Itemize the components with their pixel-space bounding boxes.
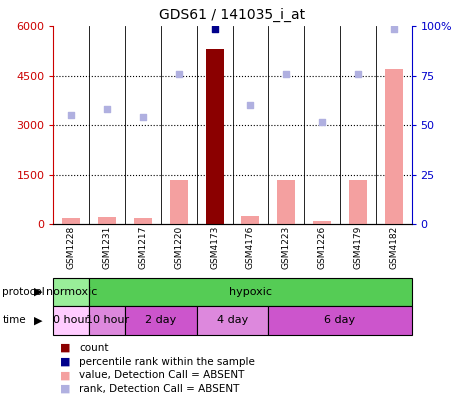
Text: ■: ■	[60, 343, 71, 353]
Bar	[62, 217, 80, 224]
Point	[318, 119, 325, 125]
Bar	[277, 179, 295, 224]
Bar	[89, 306, 125, 335]
Point	[390, 26, 397, 32]
Text: protocol: protocol	[2, 287, 45, 297]
Bar	[206, 49, 224, 224]
Text: time: time	[2, 315, 26, 326]
Point	[282, 71, 290, 77]
Title: GDS61 / 141035_i_at: GDS61 / 141035_i_at	[159, 8, 306, 22]
Text: ■: ■	[60, 357, 71, 367]
Text: ■: ■	[60, 384, 71, 394]
Text: 4 day: 4 day	[217, 315, 248, 326]
Text: normoxic: normoxic	[46, 287, 97, 297]
Text: ▶: ▶	[34, 315, 42, 326]
Text: 0 hour: 0 hour	[53, 315, 89, 326]
Bar	[313, 221, 331, 224]
Bar	[241, 216, 259, 224]
Text: 6 day: 6 day	[325, 315, 355, 326]
Bar	[268, 306, 412, 335]
Bar	[98, 217, 116, 224]
Point	[211, 26, 218, 32]
Bar	[170, 179, 188, 224]
Text: percentile rank within the sample: percentile rank within the sample	[79, 357, 255, 367]
Point	[354, 71, 361, 77]
Point	[139, 114, 146, 120]
Text: rank, Detection Call = ABSENT: rank, Detection Call = ABSENT	[79, 384, 239, 394]
Point	[246, 102, 254, 109]
Bar	[197, 306, 268, 335]
Bar	[53, 278, 89, 306]
Text: ▶: ▶	[34, 287, 42, 297]
Bar	[125, 306, 197, 335]
Text: 10 hour: 10 hour	[86, 315, 129, 326]
Text: 2 day: 2 day	[145, 315, 177, 326]
Bar	[349, 179, 367, 224]
Bar	[134, 217, 152, 224]
Point	[175, 71, 182, 77]
Text: hypoxic: hypoxic	[229, 287, 272, 297]
Bar	[385, 69, 403, 224]
Point	[67, 112, 75, 118]
Bar	[53, 306, 89, 335]
Point	[103, 105, 111, 112]
Text: ■: ■	[60, 370, 71, 381]
Text: count: count	[79, 343, 108, 353]
Text: value, Detection Call = ABSENT: value, Detection Call = ABSENT	[79, 370, 245, 381]
